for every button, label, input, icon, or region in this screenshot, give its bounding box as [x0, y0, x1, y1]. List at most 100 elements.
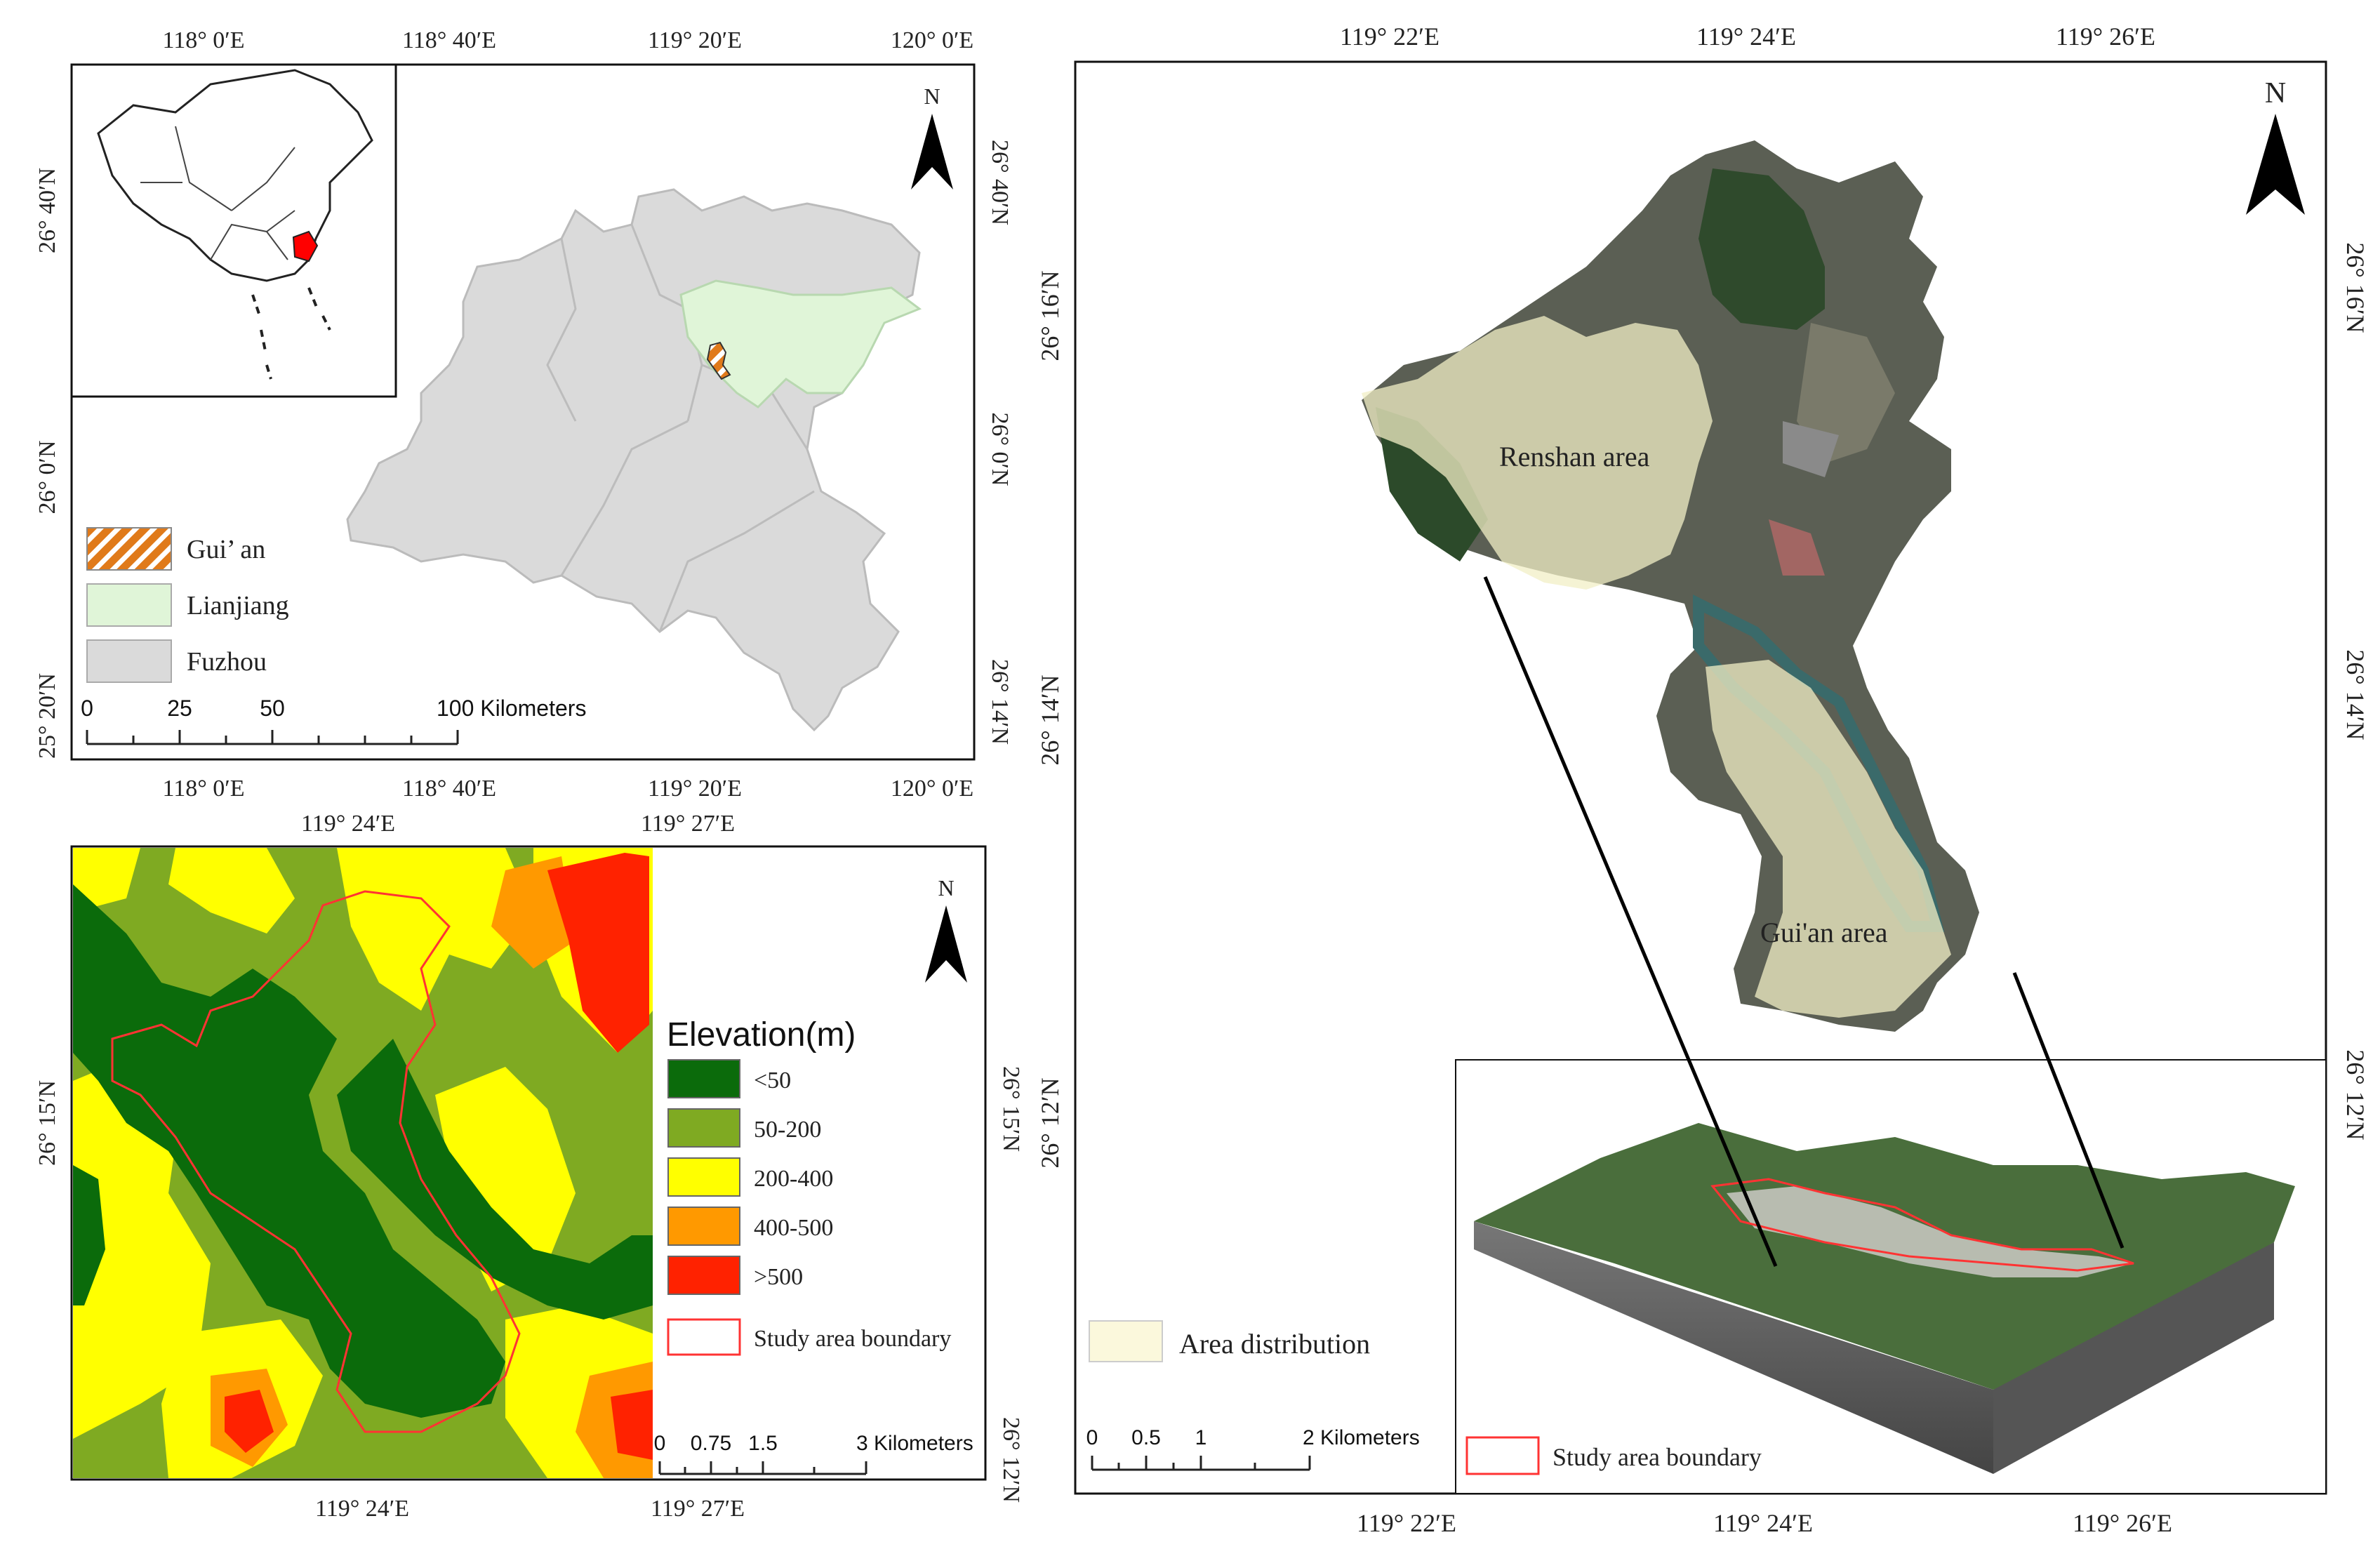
- c-left-lat-1: 26° 14′N: [1036, 674, 1064, 765]
- legend-200-400-swatch: [667, 1157, 740, 1197]
- legend-lt50-label: <50: [754, 1068, 791, 1094]
- b-top-lon-0: 119° 24′E: [301, 811, 395, 837]
- legend-50-200-swatch: [667, 1108, 740, 1148]
- north-arrow-b: N: [925, 875, 967, 983]
- panel-b-scale-bar: 0 0.75 1.5 3 Kilometers: [654, 1432, 973, 1475]
- scale-a-100: 100 Kilometers: [437, 696, 586, 721]
- legend-400-500-label: 400-500: [754, 1215, 833, 1241]
- renshan-area-label: Renshan area: [1499, 441, 1650, 472]
- a-right-lat-0: 26° 40′N: [987, 140, 1013, 225]
- north-arrow-a: N: [911, 84, 953, 190]
- legend-400-500-swatch: [667, 1207, 740, 1246]
- a-top-lon-1: 118° 40′E: [402, 27, 496, 53]
- china-provinces: [140, 126, 295, 260]
- renshan-area-overlay: [1362, 316, 1713, 590]
- legend-boundary-label-b: Study area boundary: [754, 1326, 951, 1352]
- b-bottom-lon-0: 119° 24′E: [315, 1496, 409, 1522]
- b-bottom-lon-1: 119° 27′E: [651, 1496, 745, 1522]
- north-label-c: N: [2265, 77, 2286, 109]
- china-inset: [70, 63, 397, 398]
- a-bottom-lon-1: 118° 40′E: [402, 776, 496, 802]
- panel-a-scale-bar: 0 25 50 100 Kilometers: [81, 696, 586, 745]
- legend-guian-swatch: [86, 527, 172, 571]
- c-top-lon-1: 119° 24′E: [1696, 22, 1796, 51]
- panel-b-elevation-map: N Elevation(m) <50 50-200 200-400 400-50…: [34, 811, 1024, 1522]
- legend-boundary-swatch-c: [1465, 1436, 1540, 1475]
- legend-gt500-swatch: [667, 1256, 740, 1295]
- scale-a-50: 50: [260, 696, 285, 721]
- panel-c-study-area: Renshan area Gui'an area Study area boun…: [1036, 22, 2369, 1537]
- leader-line-guian: [2012, 972, 2125, 1249]
- legend-gt500-label: >500: [754, 1264, 803, 1290]
- panel-b-legend: Elevation(m) <50 50-200 200-400 400-500 …: [667, 1016, 951, 1356]
- c-bottom-lon-1: 119° 24′E: [1713, 1509, 1813, 1537]
- scale-c-1: 1: [1195, 1426, 1207, 1449]
- scale-a-25: 25: [167, 696, 192, 721]
- lianjiang-region: [679, 279, 922, 408]
- scale-c-0: 0: [1086, 1426, 1098, 1449]
- a-left-lat-1: 26° 0′N: [34, 440, 60, 514]
- a-top-lon-3: 120° 0′E: [891, 27, 973, 53]
- legend-boundary-swatch-b: [667, 1318, 741, 1356]
- legend-fuzhou-swatch: [86, 639, 172, 683]
- c-bottom-lon-2: 119° 26′E: [2073, 1509, 2172, 1537]
- a-bottom-lon-2: 119° 20′E: [648, 776, 742, 802]
- study-area-boundary-3d: [1710, 1178, 2134, 1272]
- panel-c-graticule: 119° 22′E 119° 24′E 119° 26′E 119° 22′E …: [1036, 22, 2369, 1537]
- elevation-raster: [73, 848, 653, 1478]
- panel-a-location-map: N Gui’ an Lianjiang Fuzhou 0 25 50: [34, 27, 1013, 802]
- legend-lt50-swatch: [667, 1059, 740, 1098]
- panel-c-scale-bar: 0 0.5 1 2 Kilometers: [1086, 1426, 1420, 1471]
- a-top-lon-2: 119° 20′E: [648, 27, 742, 53]
- scale-b-075: 0.75: [691, 1432, 731, 1455]
- panel-b-graticule: 119° 24′E 119° 27′E 119° 24′E 119° 27′E …: [34, 811, 1024, 1522]
- guian-region: [706, 341, 731, 380]
- scale-b-3: 3 Kilometers: [856, 1432, 973, 1455]
- scale-b-15: 1.5: [748, 1432, 778, 1455]
- leader-line-renshan: [1483, 576, 1778, 1267]
- legend-area-label: Area distribution: [1179, 1328, 1370, 1360]
- a-left-lat-0: 26° 40′N: [34, 168, 60, 253]
- a-top-lon-0: 118° 0′E: [162, 27, 244, 53]
- legend-fuzhou-label: Fuzhou: [187, 647, 267, 677]
- panel-a-graticule: 118° 0′E 118° 40′E 119° 20′E 120° 0′E 11…: [34, 27, 1013, 802]
- b-top-lon-1: 119° 27′E: [641, 811, 735, 837]
- fujian-highlight: [292, 230, 319, 262]
- scale-c-05: 0.5: [1131, 1426, 1161, 1449]
- a-bottom-lon-3: 120° 0′E: [891, 776, 973, 802]
- terrain-3d-inset: Study area boundary: [1455, 1059, 2327, 1494]
- c-right-lat-2: 26° 12′N: [2341, 1049, 2369, 1140]
- a-bottom-lon-0: 118° 0′E: [162, 776, 244, 802]
- satellite-imagery: [1362, 140, 1979, 1032]
- c-bottom-lon-0: 119° 22′E: [1357, 1509, 1456, 1537]
- c-top-lon-2: 119° 26′E: [2056, 22, 2155, 51]
- north-arrow-c: N: [2246, 77, 2305, 215]
- c-left-lat-2: 26° 12′N: [1036, 1077, 1064, 1168]
- scale-b-0: 0: [654, 1432, 666, 1455]
- scale-c-2: 2 Kilometers: [1303, 1426, 1420, 1449]
- b-left-lat-0: 26° 15′N: [34, 1080, 60, 1166]
- guian-area-label: Gui'an area: [1760, 917, 1888, 948]
- c-right-lat-1: 26° 14′N: [2341, 649, 2369, 740]
- c-right-lat-0: 26° 16′N: [2341, 242, 2369, 333]
- elevation-legend-title: Elevation(m): [667, 1016, 856, 1054]
- china-outline: [97, 69, 373, 282]
- legend-50-200-label: 50-200: [754, 1117, 821, 1143]
- a-right-lat-1: 26° 0′N: [987, 412, 1013, 486]
- north-label-a: N: [924, 84, 940, 109]
- b-right-lat-0: 26° 15′N: [998, 1066, 1024, 1152]
- a-right-lat-2: 26° 14′N: [987, 659, 1013, 745]
- c-left-lat-0: 26° 16′N: [1036, 270, 1064, 361]
- panel-a-legend: Gui’ an Lianjiang Fuzhou: [86, 527, 289, 683]
- legend-guian-label: Gui’ an: [187, 535, 265, 564]
- legend-area-swatch: [1089, 1320, 1163, 1362]
- legend-lianjiang-label: Lianjiang: [187, 591, 289, 620]
- c-top-lon-0: 119° 22′E: [1340, 22, 1440, 51]
- guian-area-overlay: [1706, 660, 1951, 1018]
- a-left-lat-2: 25° 20′N: [34, 673, 60, 759]
- study-area-boundary-b: [111, 890, 521, 1433]
- b-right-lat-1: 26° 12′N: [998, 1417, 1024, 1503]
- north-label-b: N: [938, 875, 954, 900]
- legend-lianjiang-swatch: [86, 583, 172, 627]
